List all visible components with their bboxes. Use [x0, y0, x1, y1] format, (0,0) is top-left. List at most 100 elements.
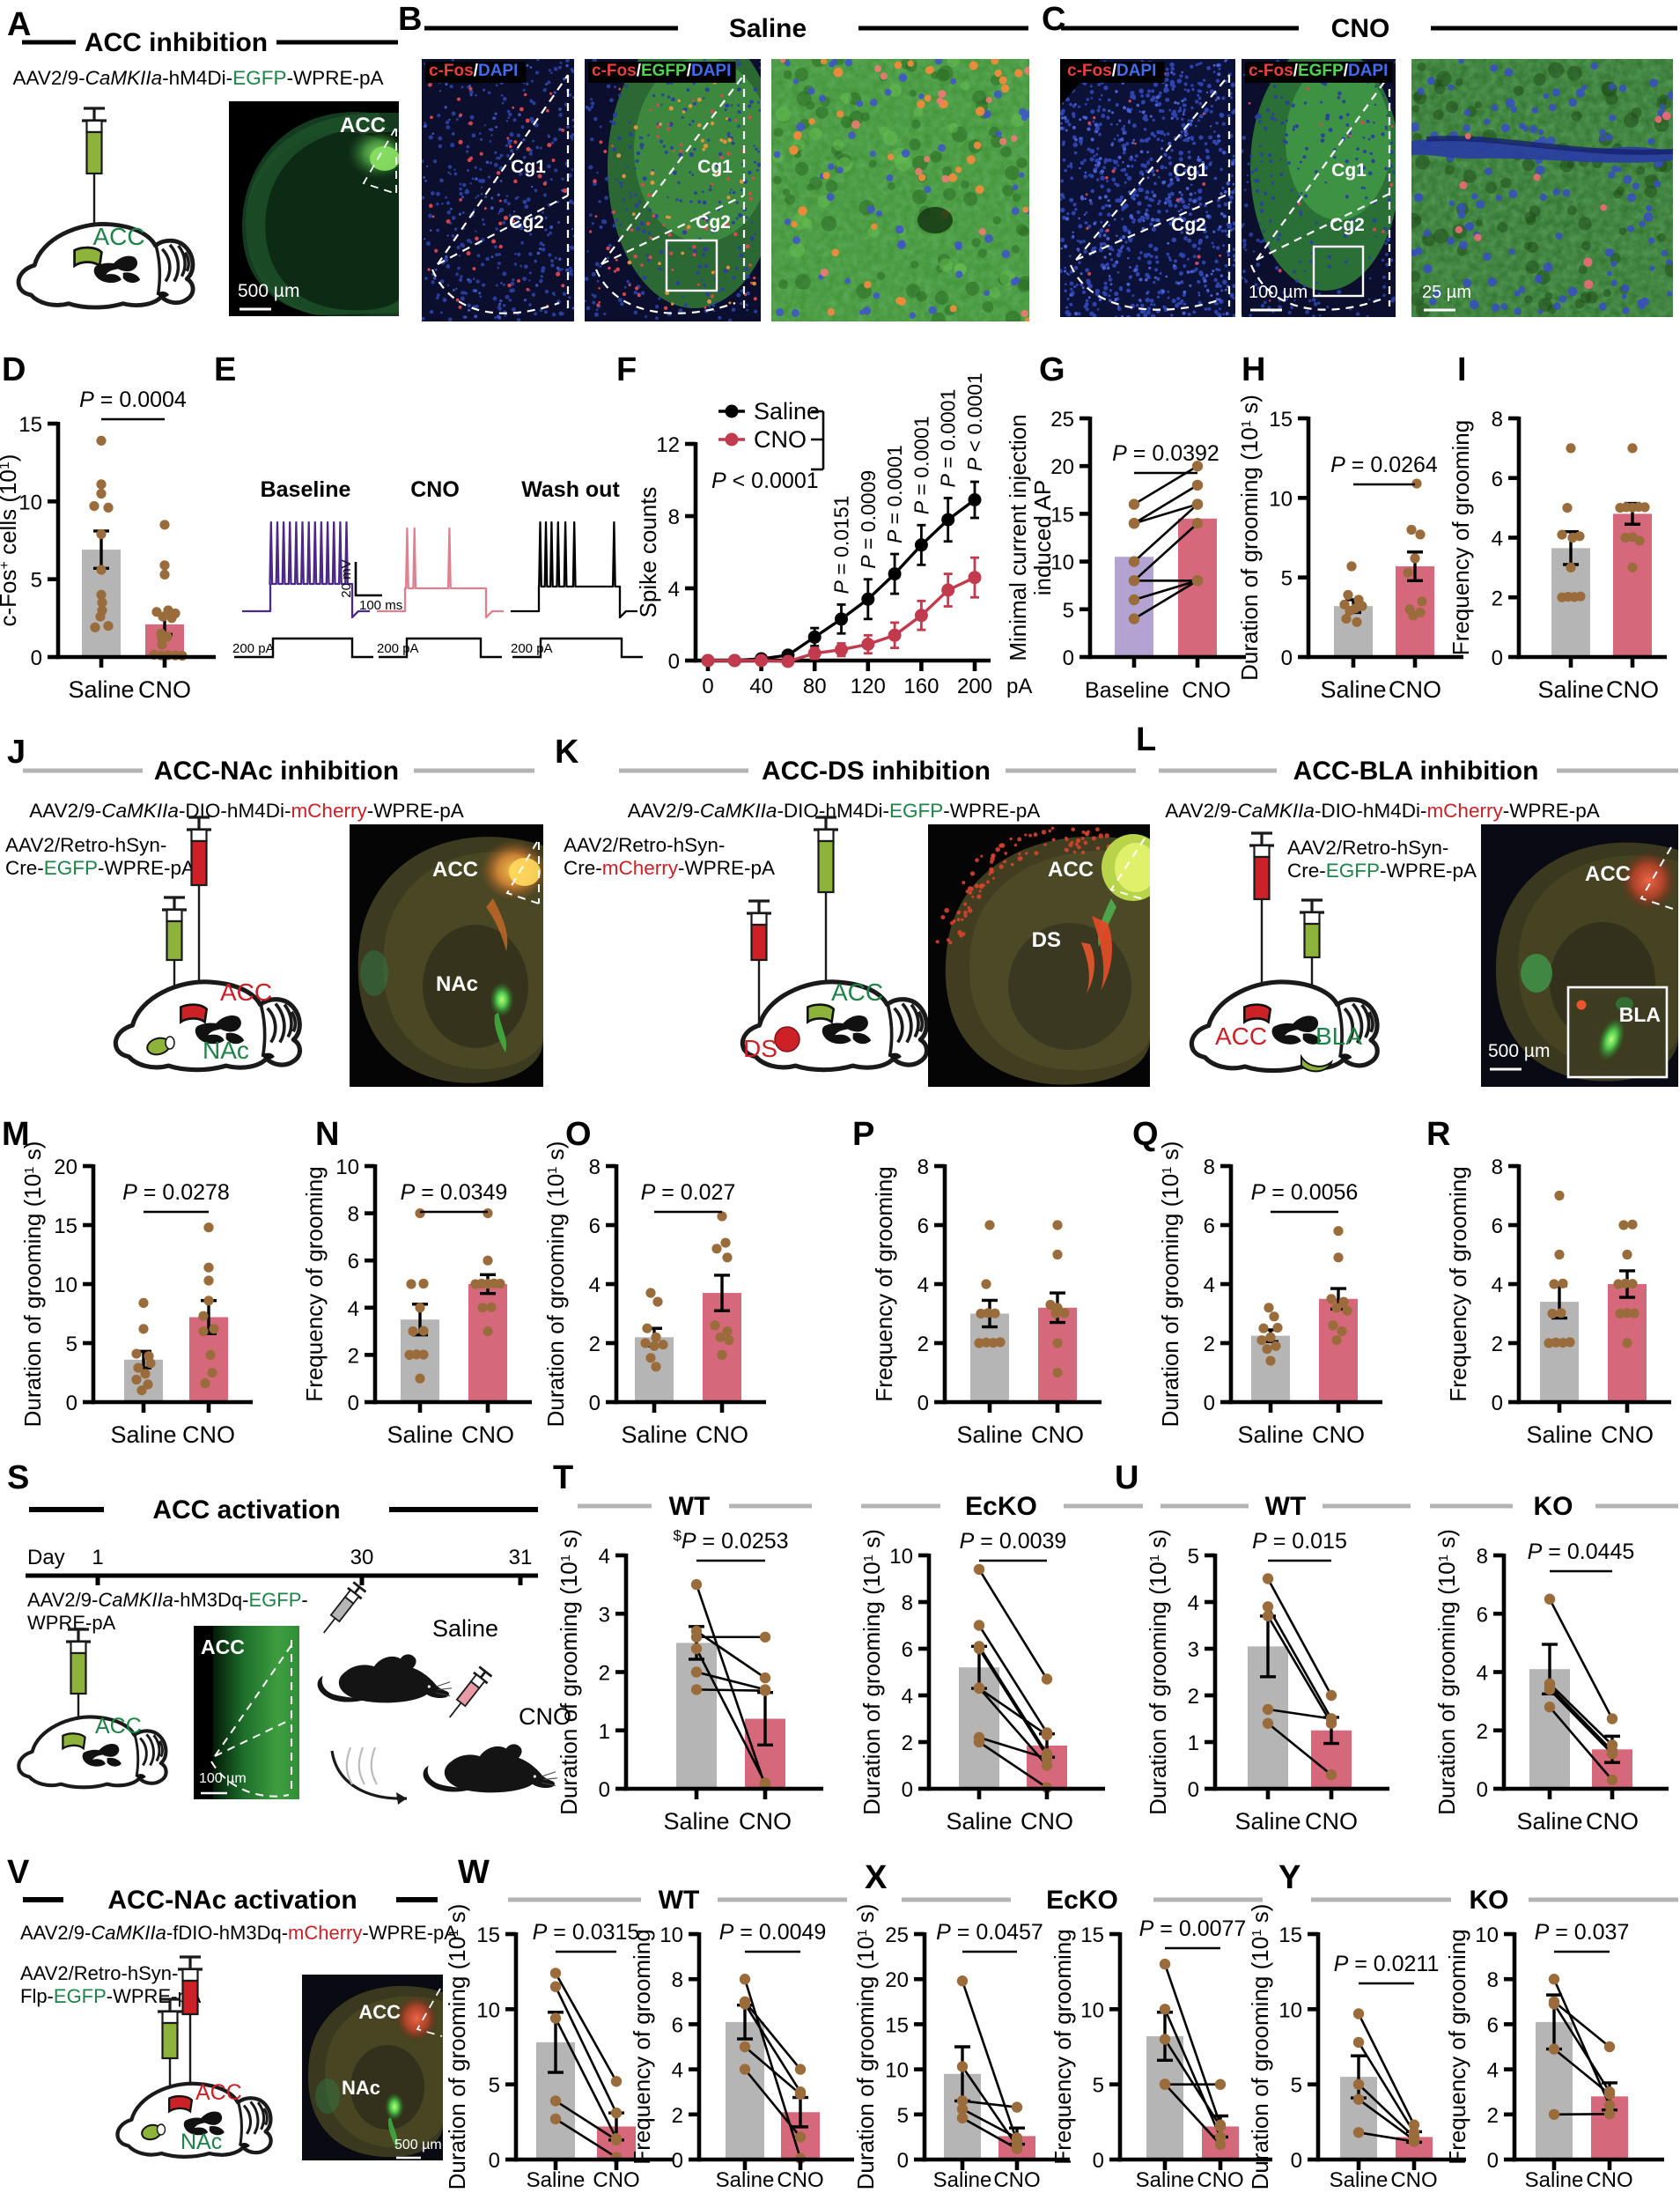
svg-text:D: D: [2, 351, 26, 388]
svg-text:O: O: [565, 1116, 592, 1153]
svg-text:I: I: [1457, 351, 1467, 388]
svg-text:AAV2/9-CaMKIIa-DIO-hM4Di-mCher: AAV2/9-CaMKIIa-DIO-hM4Di-mCherry-WPRE-pA: [29, 800, 463, 822]
svg-text:ACC: ACC: [1048, 858, 1094, 882]
svg-text:P = 0.0001: P = 0.0001: [910, 416, 932, 514]
svg-text:CNO: CNO: [1031, 1421, 1084, 1448]
svg-text:Frequency of grooming: Frequency of grooming: [871, 1166, 897, 1401]
svg-text:1: 1: [599, 1720, 610, 1744]
svg-text:6: 6: [672, 2013, 683, 2037]
svg-text:8: 8: [1492, 408, 1503, 432]
svg-text:T: T: [553, 1459, 573, 1496]
svg-text:6: 6: [1487, 2013, 1499, 2037]
svg-text:Q: Q: [1132, 1116, 1159, 1153]
svg-text:P = 0.0264: P = 0.0264: [1330, 453, 1438, 477]
svg-text:10: 10: [889, 1545, 913, 1569]
svg-text:Duration of grooming (101 s): Duration of grooming (101 s): [1433, 1529, 1460, 1815]
svg-text:Saline: Saline: [432, 1615, 498, 1642]
svg-text:0: 0: [1291, 2149, 1302, 2173]
svg-text:8: 8: [1487, 1968, 1499, 1992]
svg-text:0: 0: [31, 646, 42, 670]
svg-text:5: 5: [1063, 599, 1074, 623]
svg-text:Duration of grooming (101 s): Duration of grooming (101 s): [542, 1141, 569, 1428]
svg-text:P = 0.0151: P = 0.0151: [830, 496, 853, 594]
svg-text:0: 0: [1063, 646, 1074, 670]
svg-text:CNO: CNO: [754, 426, 807, 453]
svg-text:ACC activation: ACC activation: [152, 1495, 340, 1525]
svg-text:CNO: CNO: [1586, 1808, 1639, 1835]
svg-text:2: 2: [902, 1732, 913, 1755]
svg-text:Duration of grooming (101 s): Duration of grooming (101 s): [556, 1529, 582, 1815]
svg-text:2: 2: [1204, 1333, 1215, 1356]
svg-text:5: 5: [489, 2074, 500, 2098]
svg-text:4: 4: [902, 1685, 913, 1709]
svg-text:Duration of grooming (101 s): Duration of grooming (101 s): [444, 1904, 470, 2190]
svg-text:Saline: Saline: [754, 398, 820, 425]
svg-text:pA: pA: [1006, 675, 1032, 698]
svg-text:B: B: [398, 1, 422, 38]
svg-text:Minimal current injection: Minimal current injection: [1005, 414, 1031, 661]
svg-text:P = 0.0077: P = 0.0077: [1139, 1916, 1247, 1941]
svg-text:AAV2/9-CaMKIIa-DIO-hM4Di-EGFP-: AAV2/9-CaMKIIa-DIO-hM4Di-EGFP-WPRE-pA: [628, 800, 1040, 822]
svg-text:Cg1: Cg1: [697, 157, 733, 177]
svg-text:AAV2/9-CaMKIIa-fDIO-hM3Dq-mChe: AAV2/9-CaMKIIa-fDIO-hM3Dq-mCherry-WPRE-p…: [20, 1922, 457, 1944]
svg-text:P = 0.015: P = 0.015: [1252, 1529, 1347, 1554]
svg-text:6: 6: [1204, 1215, 1215, 1238]
svg-text:ACC: ACC: [92, 223, 144, 250]
svg-text:2: 2: [589, 1333, 601, 1356]
svg-text:Cre-mCherry-WPRE-pA: Cre-mCherry-WPRE-pA: [564, 857, 775, 879]
svg-text:100 µm: 100 µm: [199, 1771, 247, 1786]
svg-text:NAc: NAc: [203, 1037, 249, 1064]
svg-text:K: K: [555, 734, 579, 771]
svg-text:10: 10: [54, 1274, 77, 1297]
svg-text:5: 5: [31, 569, 42, 593]
svg-text:induced AP: induced AP: [1029, 480, 1056, 596]
svg-text:P < 0.0001: P < 0.0001: [711, 469, 819, 493]
svg-text:ACC: ACC: [1585, 862, 1631, 886]
svg-text:WT: WT: [669, 1492, 711, 1521]
svg-text:8: 8: [917, 1156, 929, 1179]
svg-text:15: 15: [1050, 503, 1074, 527]
svg-text:Spike counts: Spike counts: [635, 487, 661, 618]
svg-text:P = 0.0445: P = 0.0445: [1528, 1540, 1635, 1564]
svg-text:Saline: Saline: [1526, 1421, 1592, 1448]
svg-text:NAc: NAc: [342, 2077, 380, 2099]
svg-text:200 pA: 200 pA: [511, 641, 553, 656]
svg-text:15: 15: [1278, 1923, 1302, 1947]
svg-text:CNO: CNO: [1331, 14, 1390, 43]
svg-text:0: 0: [1188, 1778, 1199, 1802]
svg-text:CNO: CNO: [1305, 1808, 1358, 1835]
svg-text:DS: DS: [743, 1035, 777, 1062]
svg-text:6: 6: [1477, 1603, 1488, 1627]
svg-text:Duration of grooming (101 s): Duration of grooming (101 s): [1236, 395, 1263, 681]
svg-text:Cg2: Cg2: [1330, 215, 1365, 235]
svg-text:10: 10: [18, 491, 42, 514]
svg-text:200 pA: 200 pA: [377, 641, 419, 656]
svg-text:Wash out: Wash out: [521, 477, 620, 502]
svg-text:CNO: CNO: [410, 477, 460, 502]
svg-text:10: 10: [476, 1998, 500, 2022]
svg-text:c-Fos+ cells (101): c-Fos+ cells (101): [0, 454, 21, 627]
svg-text:2: 2: [1492, 1333, 1503, 1356]
svg-text:P = 0.027: P = 0.027: [641, 1180, 736, 1205]
svg-text:P = 0.0056: P = 0.0056: [1251, 1180, 1359, 1205]
svg-text:CNO: CNO: [696, 1421, 748, 1448]
svg-text:8: 8: [1492, 1156, 1503, 1179]
svg-text:31: 31: [509, 1546, 533, 1569]
svg-text:Cg1: Cg1: [511, 157, 546, 177]
svg-text:8: 8: [902, 1591, 913, 1615]
svg-text:10: 10: [1269, 487, 1293, 511]
svg-text:M: M: [2, 1116, 30, 1153]
svg-text:Saline: Saline: [1320, 676, 1386, 703]
svg-text:5: 5: [1093, 2074, 1104, 2098]
svg-text:5: 5: [1291, 2074, 1302, 2098]
svg-text:Frequency of grooming: Frequency of grooming: [1445, 1166, 1471, 1401]
svg-text:CNO: CNO: [138, 676, 191, 703]
svg-text:CNO: CNO: [593, 2168, 639, 2192]
svg-text:Cg1: Cg1: [1173, 160, 1208, 181]
svg-text:4: 4: [348, 1297, 359, 1321]
svg-text:P = 0.0001: P = 0.0001: [937, 389, 960, 488]
svg-text:WT: WT: [659, 1886, 700, 1915]
svg-text:J: J: [7, 734, 26, 771]
svg-text:20 mV: 20 mV: [339, 559, 354, 597]
svg-text:100 ms: 100 ms: [359, 598, 402, 613]
